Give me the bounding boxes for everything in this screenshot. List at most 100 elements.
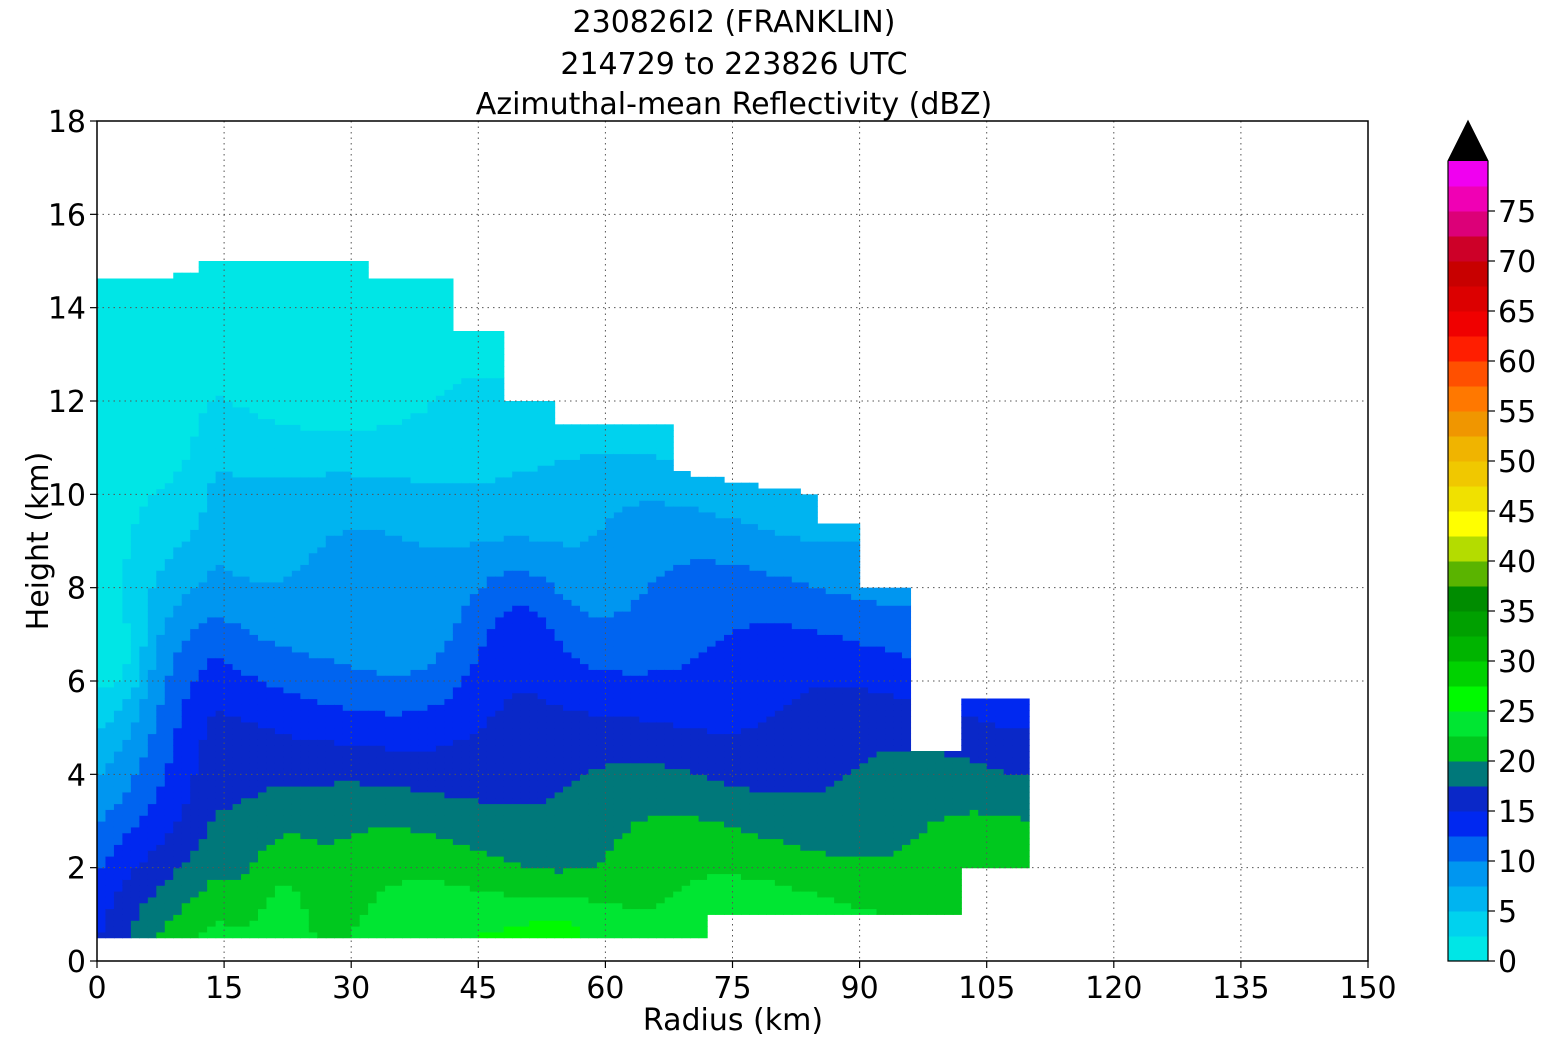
field-cell	[266, 640, 276, 647]
field-cell	[224, 570, 234, 577]
field-cell	[334, 424, 344, 431]
field-cell	[418, 622, 429, 630]
field-cell	[368, 488, 378, 495]
field-cell	[444, 482, 454, 490]
field-cell	[427, 354, 437, 361]
field-cell	[393, 570, 403, 577]
field-cell	[427, 879, 437, 886]
field-cell	[139, 511, 149, 519]
field-cell	[215, 313, 225, 320]
field-cell	[334, 628, 344, 635]
field-cell	[351, 284, 361, 291]
field-cell	[461, 657, 471, 665]
field-cell	[122, 762, 132, 770]
field-cell	[113, 838, 124, 845]
field-cell	[274, 698, 285, 705]
field-cell	[147, 622, 157, 630]
field-cell	[300, 517, 310, 525]
field-cell	[334, 762, 344, 770]
field-cell	[376, 791, 386, 799]
field-cell	[156, 640, 166, 647]
field-cell	[283, 529, 293, 536]
field-cell	[122, 751, 132, 758]
field-cell	[274, 383, 285, 390]
field-cell	[444, 861, 454, 869]
field-cell	[317, 494, 327, 501]
field-cell	[97, 727, 107, 735]
field-cell	[147, 430, 157, 437]
field-cell	[274, 768, 285, 775]
field-cell	[351, 914, 361, 921]
field-cell	[274, 552, 285, 560]
field-cell	[164, 640, 174, 647]
field-cell	[257, 331, 268, 338]
field-cell	[266, 325, 276, 332]
field-cell	[105, 418, 115, 425]
field-cell	[351, 669, 361, 676]
field-cell	[164, 284, 174, 291]
field-cell	[156, 826, 166, 834]
field-cell	[266, 401, 276, 408]
field-cell	[300, 640, 310, 647]
field-cell	[452, 891, 462, 898]
field-cell	[410, 430, 420, 437]
field-cell	[308, 768, 318, 775]
field-cell	[317, 791, 327, 799]
field-cell	[308, 663, 318, 670]
field-cell	[402, 465, 412, 472]
field-cell	[334, 441, 344, 449]
field-cell	[359, 850, 369, 857]
field-cell	[351, 261, 361, 268]
field-cell	[435, 651, 445, 659]
field-cell	[215, 436, 225, 443]
field-cell	[156, 511, 166, 519]
field-cell	[190, 663, 200, 670]
field-cell	[113, 739, 124, 746]
field-cell	[241, 541, 251, 548]
field-cell	[97, 570, 107, 577]
field-cell	[291, 733, 301, 740]
field-cell	[232, 348, 242, 355]
field-cell	[308, 301, 318, 309]
field-cell	[427, 319, 437, 326]
field-cell	[402, 832, 412, 840]
field-cell	[385, 278, 395, 285]
field-cell	[317, 348, 327, 355]
field-cell	[359, 325, 369, 332]
field-cell	[410, 791, 420, 799]
field-cell	[283, 377, 293, 385]
field-cell	[266, 646, 276, 653]
field-cell	[113, 529, 124, 536]
field-cell	[156, 488, 166, 495]
field-cell	[113, 564, 124, 571]
field-cell	[334, 389, 344, 396]
field-cell	[257, 319, 268, 326]
field-cell	[130, 663, 140, 670]
field-cell	[241, 506, 251, 513]
field-cell	[342, 465, 352, 472]
field-cell	[308, 459, 318, 466]
field-cell	[418, 873, 429, 880]
field-cell	[291, 751, 301, 758]
field-cell	[130, 284, 140, 291]
field-cell	[173, 272, 183, 280]
field-cell	[376, 675, 386, 682]
field-cell	[410, 681, 420, 688]
field-cell	[266, 786, 276, 793]
field-cell	[181, 908, 191, 915]
field-cell	[147, 716, 157, 723]
field-cell	[334, 832, 344, 840]
field-cell	[444, 494, 454, 501]
field-cell	[291, 284, 301, 291]
field-cell	[224, 296, 234, 303]
field-cell	[325, 768, 335, 775]
field-cell	[283, 663, 293, 670]
field-cell	[325, 710, 335, 717]
field-cell	[385, 284, 395, 291]
field-cell	[325, 867, 335, 875]
field-cell	[427, 896, 437, 904]
field-cell	[325, 401, 335, 408]
field-cell	[224, 616, 234, 624]
field-cell	[334, 739, 344, 746]
field-cell	[283, 879, 293, 886]
